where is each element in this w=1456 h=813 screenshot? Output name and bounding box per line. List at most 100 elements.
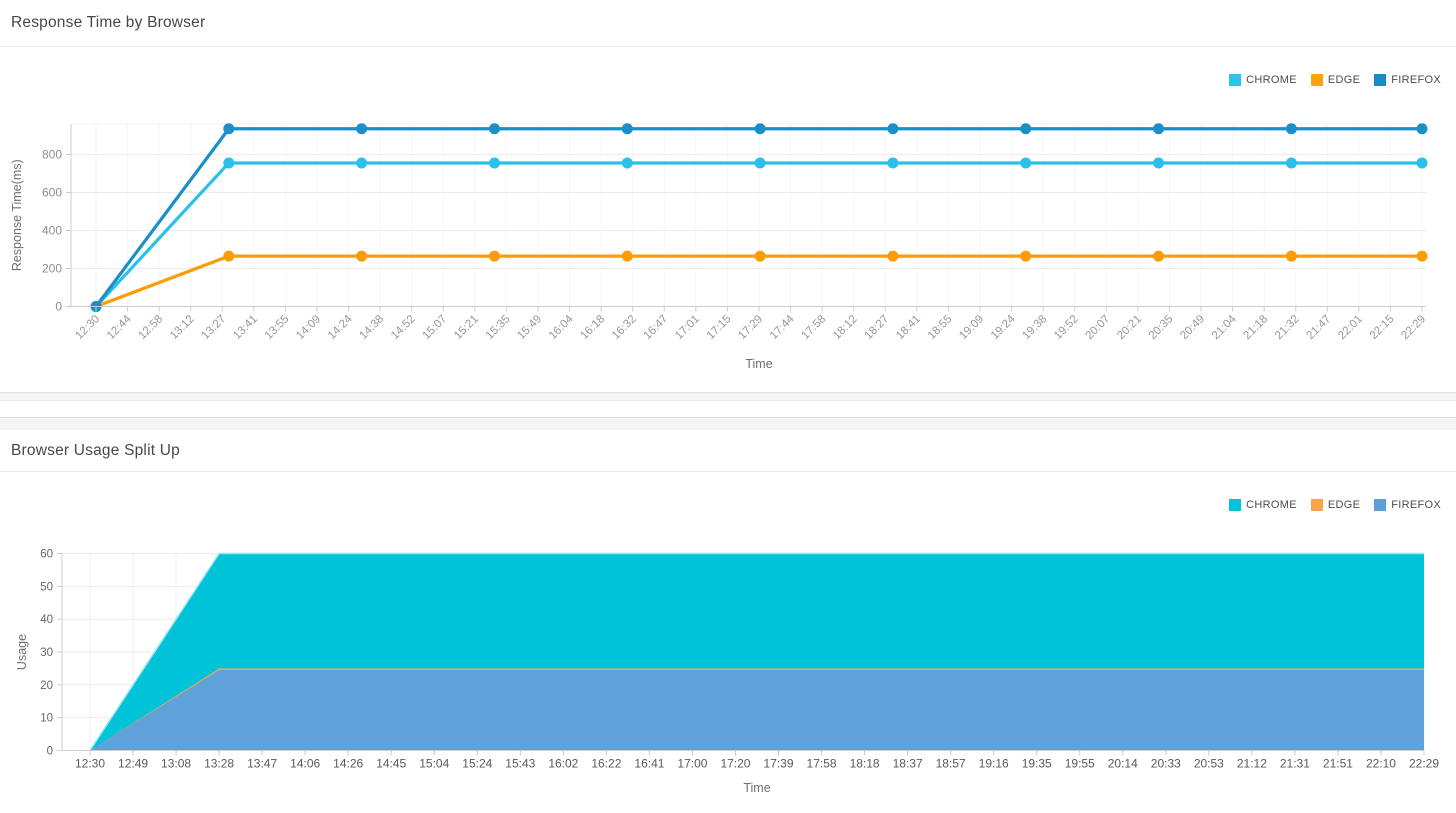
data-point-chrome (1285, 157, 1297, 169)
data-point-firefox (223, 123, 235, 135)
x-tick-label: 18:27 (863, 313, 892, 342)
x-tick-label: 19:24 (989, 313, 1018, 342)
data-point-firefox (1153, 123, 1165, 135)
x-tick-label: 22:29 (1399, 313, 1428, 342)
x-tick-label: 13:28 (204, 757, 234, 771)
x-tick-label: 22:10 (1366, 757, 1396, 771)
legend-label: CHROME (1246, 499, 1297, 511)
x-tick-label: 16:32 (610, 313, 639, 342)
data-point-firefox (1416, 123, 1428, 135)
data-point-firefox (1020, 123, 1032, 135)
legend-swatch-chrome (1229, 74, 1242, 86)
legend-item-firefox[interactable]: FIREFOX (1374, 499, 1441, 511)
x-tick-label: 13:55 (263, 313, 292, 342)
x-tick-label: 15:07 (421, 313, 450, 342)
x-tick-label: 14:26 (333, 757, 363, 771)
data-point-edge (1285, 250, 1297, 262)
legend-item-chrome[interactable]: CHROME (1229, 499, 1297, 511)
x-tick-label: 21:31 (1280, 757, 1310, 771)
x-tick-label: 12:49 (118, 757, 148, 771)
data-point-chrome (488, 157, 500, 169)
data-point-edge (1416, 250, 1428, 262)
data-point-chrome (621, 157, 633, 169)
x-tick-label: 13:12 (168, 313, 197, 342)
legend-item-edge[interactable]: EDGE (1310, 74, 1361, 86)
y-axis-title: Usage (15, 634, 29, 670)
data-point-firefox (1285, 123, 1297, 135)
series-area-topline-chrome (89, 552, 1424, 751)
x-tick-label: 17:44 (768, 313, 797, 342)
legend-item-edge[interactable]: EDGE (1310, 499, 1360, 511)
x-tick-label: 20:14 (1108, 757, 1138, 771)
x-tick-label: 17:00 (677, 757, 707, 771)
legend-response-time: CHROME EDGE FIREFOX (1229, 74, 1441, 86)
x-tick-label: 20:07 (1084, 313, 1113, 342)
x-tick-label: 14:52 (389, 313, 418, 342)
panel-header-browser-usage: Browser Usage Split Up (0, 430, 1456, 472)
data-point-chrome (1020, 157, 1032, 169)
x-tick-label: 18:55 (926, 313, 955, 342)
x-tick-label: 18:41 (894, 313, 923, 342)
x-tick-label: 20:21 (1115, 313, 1144, 342)
x-tick-label: 17:29 (736, 313, 765, 342)
x-tick-label: 13:08 (161, 757, 191, 771)
x-tick-label: 18:12 (831, 313, 860, 342)
legend-swatch-edge (1310, 74, 1323, 86)
y-tick-label: 20 (40, 680, 53, 692)
panel-gap (0, 418, 1456, 430)
x-tick-label: 16:18 (578, 313, 607, 342)
x-tick-label: 14:09 (294, 313, 323, 342)
legend-label: EDGE (1327, 74, 1361, 86)
x-tick-label: 21:12 (1237, 757, 1267, 771)
panel-title-browser-usage: Browser Usage Split Up (11, 441, 180, 459)
x-tick-label: 13:41 (231, 313, 260, 342)
data-point-chrome (887, 157, 899, 169)
x-tick-label: 18:18 (850, 757, 880, 771)
x-tick-label: 12:44 (105, 313, 134, 342)
x-tick-label: 20:53 (1194, 757, 1224, 771)
y-tick-label: 400 (42, 223, 62, 237)
series-area-firefox (90, 670, 1424, 751)
browser-usage-area-chart: 0 10 20 30 40 50 60 12:30 12:49 13:08 13:28 13:47 14… (15, 549, 1439, 796)
x-tick-label: 20:49 (1178, 313, 1207, 342)
x-tick-label: 20:33 (1151, 757, 1181, 771)
x-axis-title: Time (743, 781, 770, 795)
data-point-chrome (223, 157, 235, 169)
x-tick-label: 12:30 (73, 313, 102, 342)
x-tick-label: 14:06 (290, 757, 320, 771)
horizontal-divider (0, 400, 1456, 418)
x-tick-label: 15:24 (462, 757, 492, 771)
data-point-edge (621, 250, 633, 262)
legend-item-chrome[interactable]: CHROME (1229, 74, 1297, 86)
x-tick-label: 15:43 (505, 757, 535, 771)
x-tick-label: 19:09 (957, 313, 986, 342)
x-tick-label: 21:47 (1305, 313, 1334, 342)
data-point-chrome (1416, 157, 1428, 169)
data-point-edge (223, 250, 235, 262)
x-tick-label: 22:01 (1336, 313, 1365, 342)
y-tick-label: 60 (40, 549, 53, 561)
data-point-edge (1153, 250, 1165, 262)
data-point-edge (754, 250, 766, 262)
x-tick-label: 16:22 (591, 757, 621, 771)
x-tick-label: 16:47 (642, 313, 671, 342)
x-tick-label: 14:24 (326, 313, 355, 342)
legend-swatch-firefox (1374, 499, 1387, 511)
y-tick-label: 200 (42, 261, 62, 275)
x-tick-label: 17:15 (705, 313, 734, 342)
x-tick-label: 16:04 (547, 313, 576, 342)
y-tick-label: 600 (42, 185, 62, 199)
legend-swatch-edge (1310, 499, 1323, 511)
data-point-chrome (1153, 157, 1165, 169)
x-tick-label: 14:38 (357, 313, 386, 342)
x-tick-label: 17:58 (807, 757, 837, 771)
x-tick-label: 19:38 (1020, 313, 1049, 342)
x-tick-label: 22:15 (1368, 313, 1397, 342)
legend-swatch-firefox (1374, 74, 1387, 86)
x-tick-label: 22:29 (1409, 757, 1439, 771)
data-point-edge (1020, 250, 1032, 262)
data-point-chrome (356, 157, 368, 169)
legend-item-firefox[interactable]: FIREFOX (1374, 74, 1441, 86)
y-tick-label: 0 (47, 746, 53, 758)
